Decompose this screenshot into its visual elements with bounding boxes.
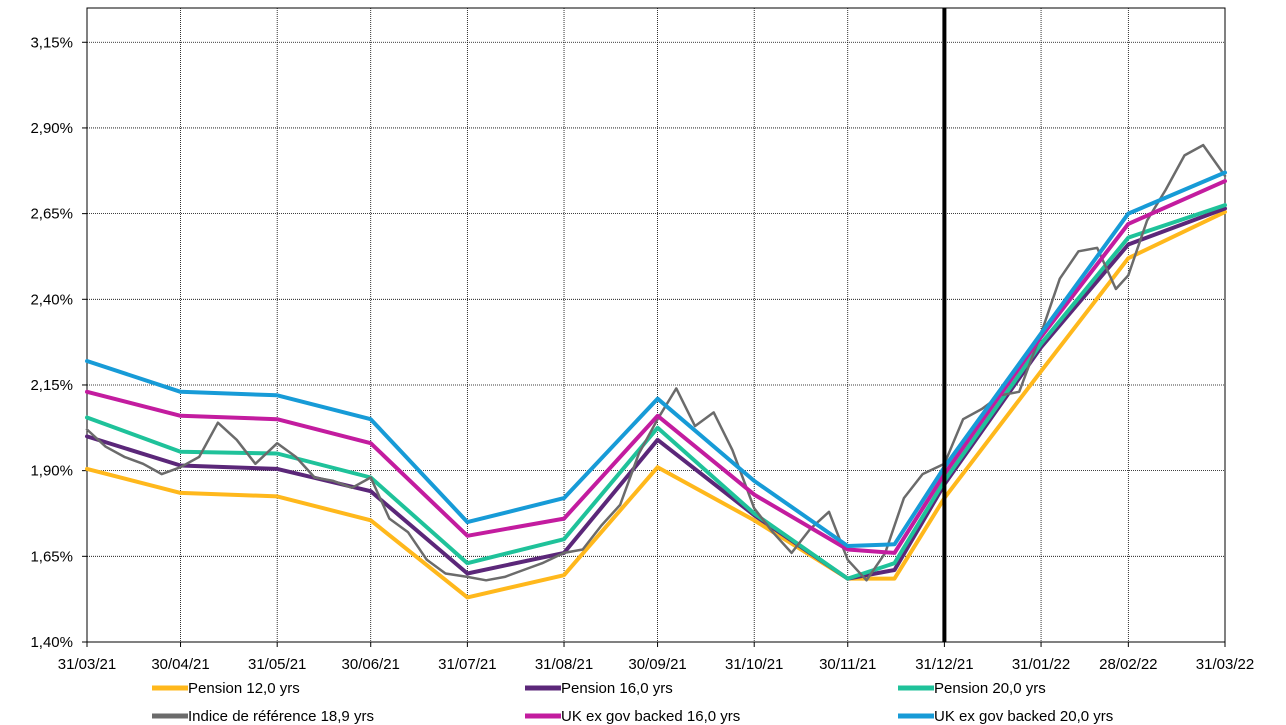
series-line-2: [85, 206, 1227, 581]
x-tick-label: 31/03/21: [58, 656, 116, 673]
series-lines: [85, 143, 1227, 600]
x-tick-label: 31/12/21: [915, 656, 973, 673]
y-tick-label: 2,65%: [30, 206, 73, 223]
x-tick-label: 31/05/21: [248, 656, 306, 673]
series-line-3: [85, 203, 1227, 581]
legend-label: Pension 20,0 yrs: [934, 680, 1046, 697]
axes: 31/03/21 30/04/21 31/05/21 30/06/21 31/07/21…: [30, 34, 1254, 673]
legend-label: Indice de référence 18,9 yrs: [188, 708, 374, 725]
y-tick-label: 2,15%: [30, 377, 73, 394]
x-tick-label: 30/09/21: [628, 656, 686, 673]
x-tick-label: 30/11/21: [819, 656, 876, 673]
x-tick-label: 31/01/22: [1012, 656, 1070, 673]
legend-label: UK ex gov backed 16,0 yrs: [561, 708, 740, 725]
series-line-5: [85, 179, 1227, 555]
y-tick-label: 1,65%: [30, 548, 73, 565]
y-tick-label: 1,90%: [30, 463, 73, 480]
legend-label: UK ex gov backed 20,0 yrs: [934, 708, 1113, 725]
y-tick-label: 2,40%: [30, 291, 73, 308]
series-line-6: [85, 170, 1227, 548]
x-tick-label: 31/07/21: [438, 656, 496, 673]
x-tick-label: 31/03/22: [1196, 656, 1254, 673]
legend-label: Pension 16,0 yrs: [561, 680, 673, 697]
x-tick-label: 28/02/22: [1099, 656, 1157, 673]
y-tick-label: 1,40%: [30, 634, 73, 651]
x-tick-label: 31/08/21: [535, 656, 593, 673]
y-tick-label: 2,90%: [30, 120, 73, 137]
series-line-4: [85, 143, 1227, 582]
y-tick-label: 3,15%: [30, 34, 73, 51]
legend-label: Pension 12,0 yrs: [188, 680, 300, 697]
x-tick-label: 30/06/21: [342, 656, 400, 673]
x-tick-label: 30/04/21: [151, 656, 209, 673]
legend: Pension 12,0 yrs Pension 16,0 yrs Pension …: [152, 680, 1113, 725]
series-line-1: [85, 209, 1227, 600]
x-tick-label: 31/10/21: [725, 656, 783, 673]
